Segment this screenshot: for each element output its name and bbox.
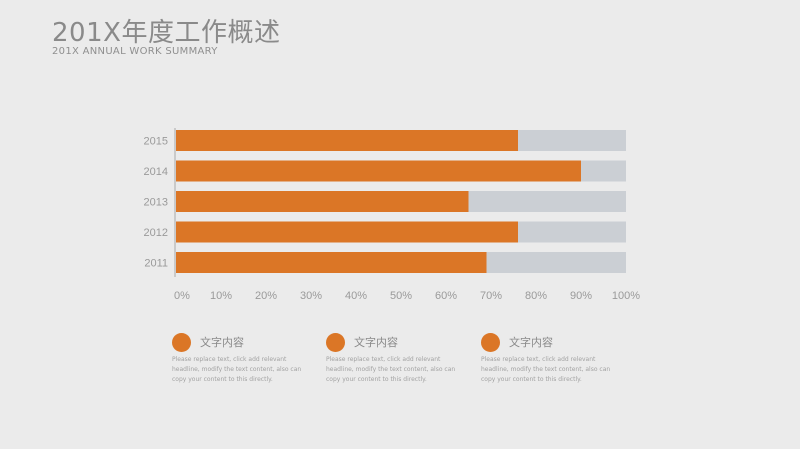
legend-title: 文字内容 xyxy=(509,336,553,349)
x-tick-label: 80% xyxy=(525,290,547,302)
x-tick-label: 40% xyxy=(345,290,367,302)
x-tick-label: 30% xyxy=(300,290,322,302)
bar xyxy=(176,130,518,151)
x-tick-label: 100% xyxy=(612,290,640,302)
y-tick-label: 2015 xyxy=(144,136,168,148)
bar xyxy=(176,221,518,243)
bar xyxy=(176,160,581,182)
legend-dot-icon xyxy=(326,333,345,352)
legend-body: Please replace text, click add relevant … xyxy=(481,356,611,383)
y-tick-label: 2012 xyxy=(144,227,168,239)
x-tick-label: 0% xyxy=(174,290,190,302)
x-tick-label: 70% xyxy=(480,290,502,302)
y-tick-label: 2014 xyxy=(144,166,168,178)
legend-title: 文字内容 xyxy=(354,336,398,349)
page-subtitle: 201X ANNUAL WORK SUMMARY xyxy=(52,46,218,57)
legend-body: Please replace text, click add relevant … xyxy=(172,356,302,383)
page-title: 201X年度工作概述 xyxy=(52,18,281,48)
x-tick-label: 90% xyxy=(570,290,592,302)
x-tick-label: 10% xyxy=(210,290,232,302)
y-tick-label: 2013 xyxy=(144,197,168,209)
x-tick-label: 50% xyxy=(390,290,412,302)
bar xyxy=(176,252,487,273)
bar xyxy=(176,191,469,212)
x-tick-label: 60% xyxy=(435,290,457,302)
legend-dot-icon xyxy=(481,333,500,352)
legend-title: 文字内容 xyxy=(200,336,244,349)
legend-dot-icon xyxy=(172,333,191,352)
y-tick-label: 2011 xyxy=(144,258,168,270)
legend-body: Please replace text, click add relevant … xyxy=(326,356,456,383)
x-tick-label: 20% xyxy=(255,290,277,302)
